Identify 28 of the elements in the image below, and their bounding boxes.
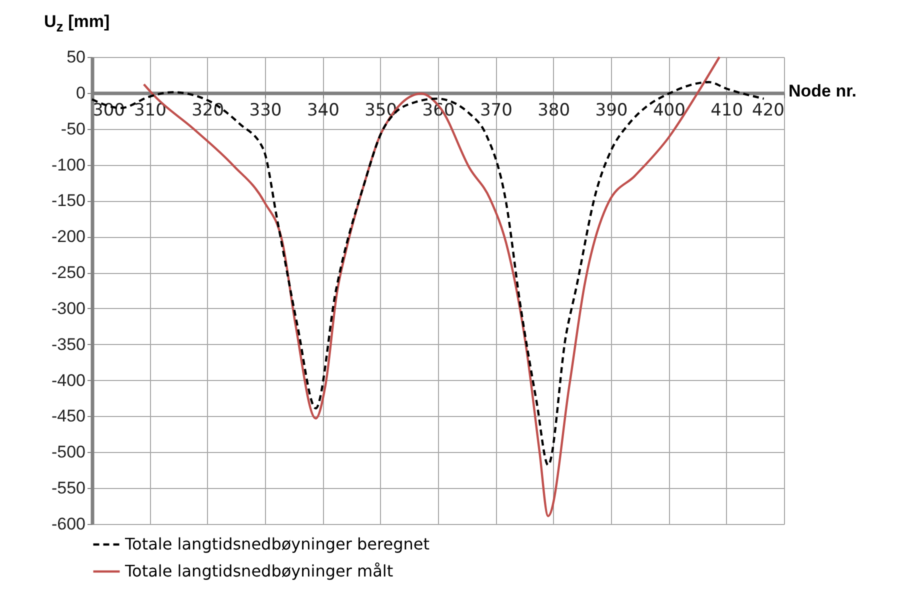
legend-label: Totale langtidsnedbøyninger beregnet [124,534,430,554]
x-tick-label: 400 [652,100,686,120]
y-tick-label: -300 [51,298,86,318]
x-tick-label: 410 [710,100,744,120]
x-tick-label: 420 [752,100,784,120]
y-tick-label: 50 [66,48,86,66]
y-axis-title: U$_{z}$ [mm] [44,12,110,36]
y-tick-label: -250 [51,263,86,282]
x-tick-label: 370 [480,100,512,120]
y-tick-label: -500 [51,442,86,462]
y-tick-label: -400 [51,370,86,390]
y-tick-label: -450 [51,406,86,426]
x-tick-label: 310 [134,100,166,120]
y-tick-label: -200 [51,227,86,246]
x-tick-label: 390 [595,100,628,120]
y-tick-label: -100 [51,155,86,174]
x-tick-label: 380 [538,100,570,120]
x-tick-label: 330 [249,100,282,120]
legend-label: Totale langtidsnedbøyninger målt [124,562,394,580]
x-tick-label: 320 [192,100,224,120]
y-tick-label: -150 [51,191,86,210]
y-tick-label: -350 [51,334,86,354]
x-tick-label: 340 [306,100,340,120]
y-tick-label: -50 [60,119,86,138]
y-tick-label: 0 [76,83,86,102]
y-tick-label: -550 [51,478,86,498]
y-tick-label: -600 [51,514,86,534]
x-axis-title: Node nr. [788,81,857,100]
